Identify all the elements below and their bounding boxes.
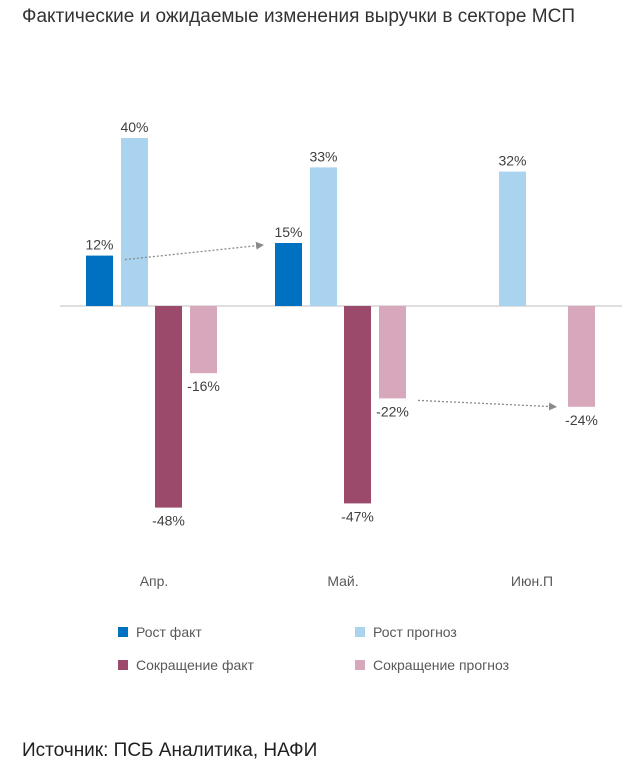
legend-swatch	[118, 660, 128, 670]
bar-0-1	[275, 243, 302, 306]
legend-swatch	[355, 627, 365, 637]
x-tick-label: Июн.П	[511, 573, 553, 589]
data-label: -24%	[565, 412, 598, 428]
data-label: 33%	[309, 148, 337, 164]
bar-3-1	[379, 306, 406, 399]
legend-label: Сокращение факт	[136, 657, 255, 673]
bar-3-2	[568, 306, 595, 407]
x-tick-label: Май.	[327, 573, 358, 589]
bar-1-0	[121, 138, 148, 306]
bar-1-2	[499, 171, 526, 306]
data-label: 32%	[498, 153, 526, 169]
bar-2-0	[155, 306, 182, 508]
trend-arrow	[417, 399, 557, 411]
legend-label: Рост факт	[136, 624, 202, 640]
data-label: 12%	[85, 237, 113, 253]
chart-title: Фактические и ожидаемые изменения выручк…	[22, 6, 575, 27]
legend-swatch	[118, 627, 128, 637]
legend-label: Рост прогноз	[373, 624, 457, 640]
source-note: Источник: ПСБ Аналитика, НАФИ	[22, 740, 318, 761]
data-label: 15%	[274, 224, 302, 240]
legend: Рост факт Рост прогноз Сокращение факт Сокр…	[118, 624, 509, 673]
data-label: -22%	[376, 403, 409, 419]
data-label: -47%	[341, 508, 374, 524]
bar-chart: 12% 15% 40% 33% 32% -48% -47% -16% -22% -24% Апр.…	[60, 119, 622, 673]
x-tick-label: Апр.	[140, 573, 169, 589]
legend-swatch	[355, 660, 365, 670]
legend-label: Сокращение прогноз	[373, 657, 509, 673]
data-label: 40%	[120, 119, 148, 135]
bar-1-1	[310, 167, 337, 306]
bar-0-0	[86, 255, 113, 306]
data-label: -48%	[152, 513, 185, 529]
bar-3-0	[190, 306, 217, 374]
data-label: -16%	[187, 378, 220, 394]
bar-2-1	[344, 306, 371, 504]
trend-arrow	[124, 241, 264, 261]
